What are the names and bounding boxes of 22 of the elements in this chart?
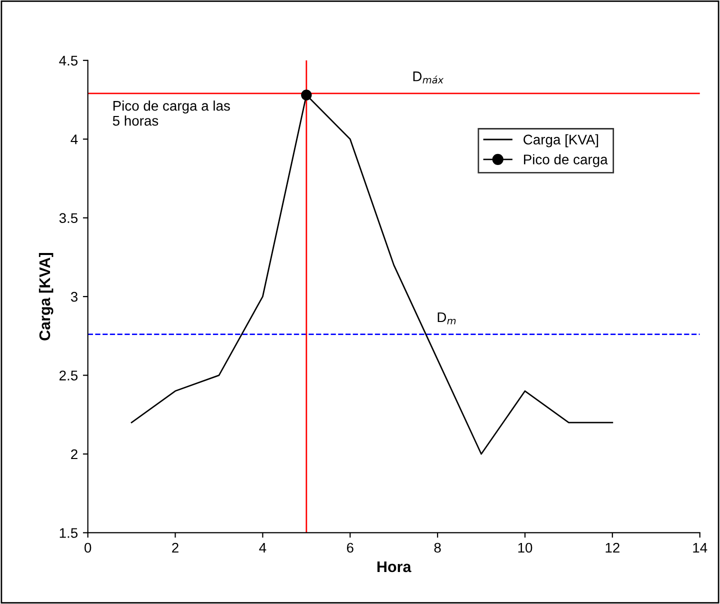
y-tick-label: 4 — [70, 134, 78, 144]
x-tick-label: 14 — [693, 542, 708, 553]
x-tick-label: 8 — [434, 542, 441, 553]
y-tick-label: 2 — [71, 449, 78, 460]
legend-label: Pico de carga — [524, 154, 608, 168]
annotation: Pico de carga a las 5 horas — [112, 100, 230, 126]
x-tick-label: 10 — [518, 542, 532, 553]
ref-line-label: D$_{máx}$ — [413, 72, 444, 84]
y-tick-label: 3.5 — [59, 213, 78, 224]
ref-line-label: D$_{m}$ — [438, 312, 456, 324]
x-tick-label: 12 — [606, 542, 620, 553]
x-tick-label: 6 — [346, 542, 354, 553]
legend-label: Carga [KVA] — [524, 134, 598, 148]
y-tick-label: 3 — [70, 292, 78, 302]
x-tick-label: 4 — [259, 542, 266, 553]
y-tick-label: 1.5 — [60, 528, 78, 538]
y-axis-title: Carga [KVA] — [38, 252, 54, 340]
y-tick-label: 2.5 — [60, 370, 78, 380]
y-tick-label: 4.5 — [59, 56, 78, 66]
x-tick-label: 0 — [84, 542, 92, 553]
x-tick-label: 2 — [172, 542, 178, 553]
x-axis-title: Hora — [377, 562, 412, 572]
